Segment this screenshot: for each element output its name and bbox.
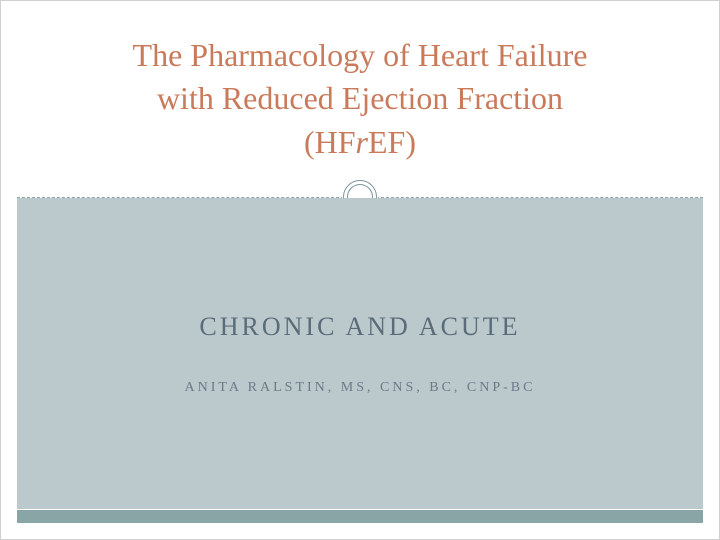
title-line-3-suffix: EF) bbox=[368, 124, 416, 160]
slide-container: The Pharmacology of Heart Failure with R… bbox=[0, 0, 720, 540]
title-line-3-prefix: (HF bbox=[304, 124, 356, 160]
slide-author: ANITA RALSTIN, MS, CNS, BC, CNP-BC bbox=[185, 380, 536, 396]
slide-title: The Pharmacology of Heart Failure with R… bbox=[133, 34, 588, 164]
title-line-3-italic: r bbox=[356, 124, 368, 160]
slide-subtitle: CHRONIC AND ACUTE bbox=[199, 312, 520, 342]
title-line-2: with Reduced Ejection Fraction bbox=[157, 80, 563, 116]
body-section: CHRONIC AND ACUTE ANITA RALSTIN, MS, CNS… bbox=[17, 198, 703, 509]
bottom-accent-bar bbox=[17, 510, 703, 523]
title-line-1: The Pharmacology of Heart Failure bbox=[133, 37, 588, 73]
title-section: The Pharmacology of Heart Failure with R… bbox=[1, 1, 719, 197]
